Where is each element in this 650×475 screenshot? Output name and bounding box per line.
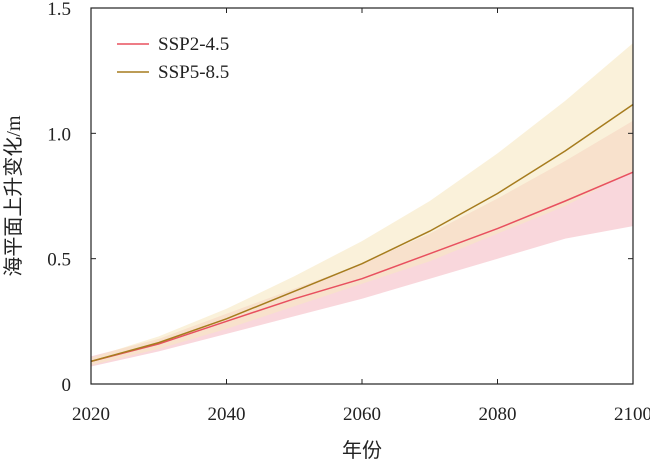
x-tick-label: 2020 xyxy=(72,404,110,425)
band-ssp5-8-5 xyxy=(91,43,633,366)
line-ssp2-4-5 xyxy=(90,171,634,363)
legend: SSP2-4.5 SSP5-8.5 xyxy=(117,34,229,83)
x-tick-label: 2060 xyxy=(343,404,381,425)
x-tick-label: 2080 xyxy=(479,404,517,425)
band-ssp2-4-5 xyxy=(91,120,633,367)
series-lines xyxy=(90,103,634,363)
legend-label: SSP5-8.5 xyxy=(158,62,229,83)
uncertainty-bands xyxy=(91,43,633,367)
x-tick-label: 2100 xyxy=(614,404,650,425)
legend-label: SSP2-4.5 xyxy=(158,34,229,55)
axis-ticks: 2020 2040 2060 2080 2100 0 0.5 1.0 1.5 xyxy=(47,0,650,425)
y-tick-label: 1.5 xyxy=(47,0,71,20)
y-tick-label: 0 xyxy=(62,375,72,396)
x-tick-label: 2040 xyxy=(208,404,246,425)
y-tick-label: 1.0 xyxy=(47,124,71,145)
line-ssp5-8-5 xyxy=(90,103,634,363)
x-axis-title: 年份 xyxy=(342,439,382,462)
y-tick-label: 0.5 xyxy=(47,250,71,271)
y-axis-title: 海平面上升变化/m xyxy=(2,115,25,277)
